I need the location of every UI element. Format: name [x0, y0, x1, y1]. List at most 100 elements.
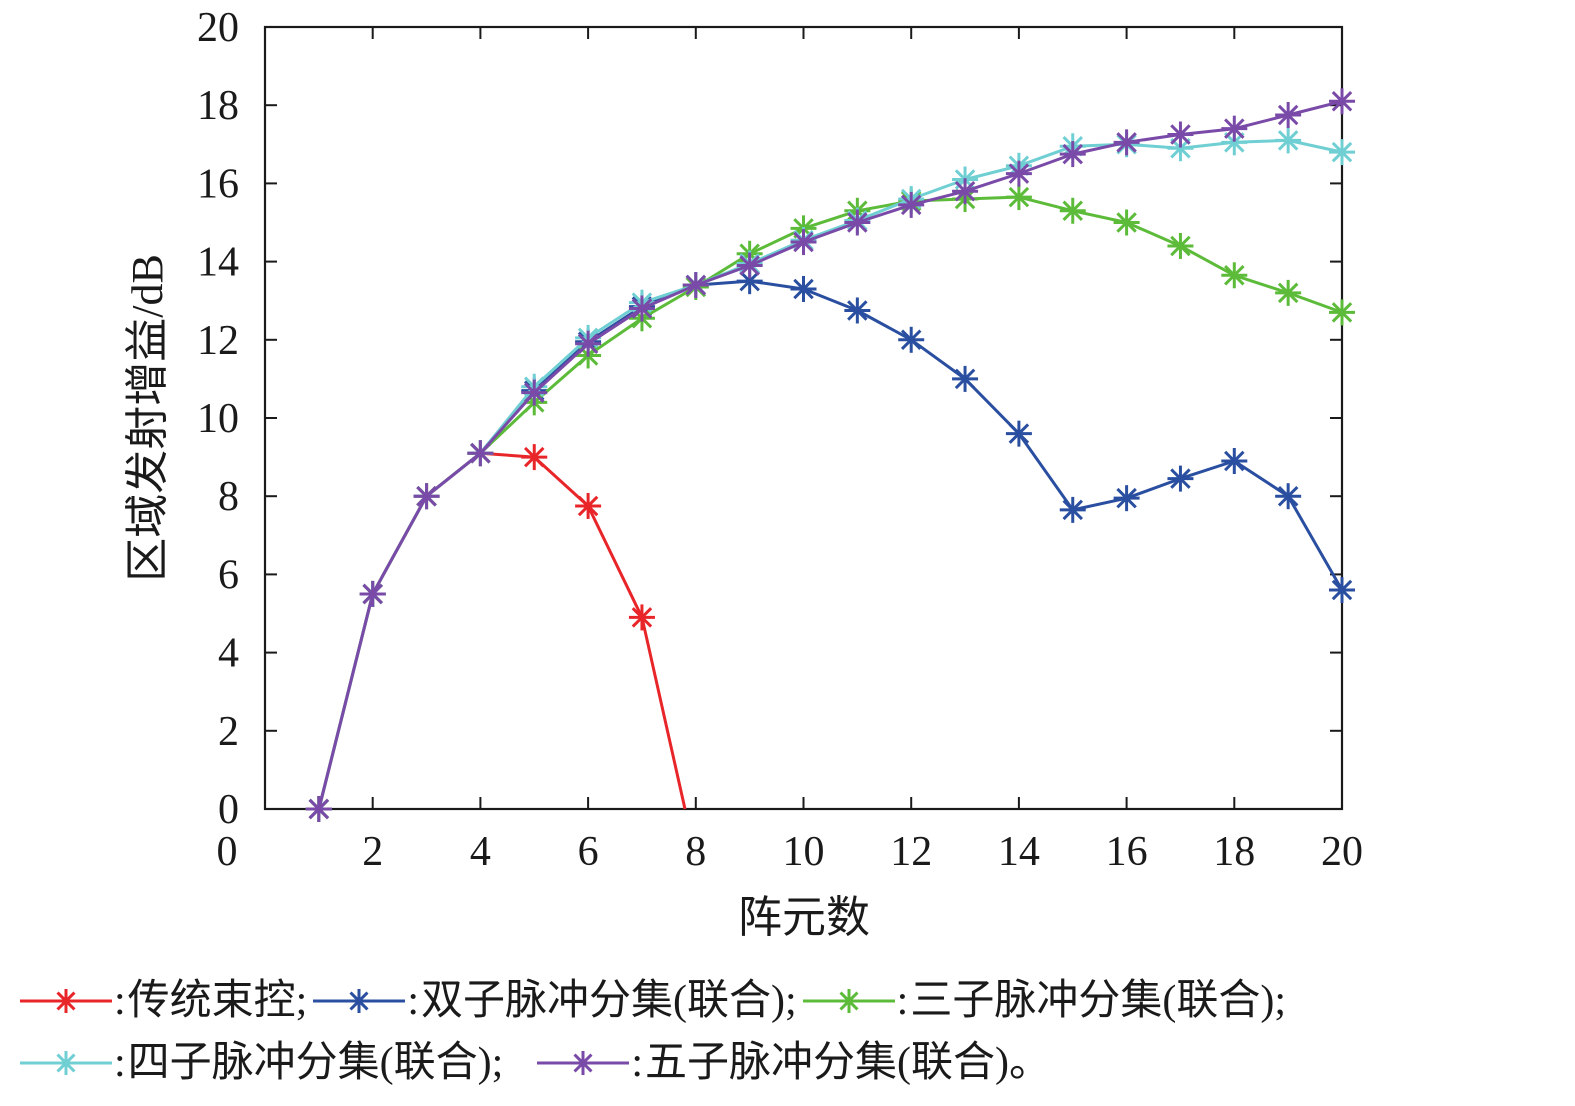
data-point-marker: [628, 295, 655, 322]
legend-row-2: : 四子脉冲分集(联合);: 五子脉冲分集(联合)。: [18, 1032, 1558, 1094]
legend-swatch: [20, 1051, 112, 1075]
legend-label: 五子脉冲分集(联合)。: [645, 1040, 1051, 1086]
legend-separator: :: [631, 1040, 643, 1086]
data-point-marker: [1275, 279, 1302, 306]
x-tick-label: 18: [1213, 829, 1255, 875]
legend-swatch: [537, 1051, 630, 1075]
legend-label: 三子脉冲分集(联合);: [910, 978, 1286, 1024]
data-point-marker: [1275, 101, 1302, 128]
data-point-marker: [1059, 141, 1086, 168]
data-point-marker: [1329, 577, 1355, 604]
series-line: [317, 451, 687, 810]
x-tick-label: 8: [685, 829, 706, 875]
series-5: [305, 88, 1355, 822]
data-point-marker: [790, 229, 817, 256]
data-point-marker: [1113, 129, 1140, 156]
data-point-marker: [575, 492, 602, 519]
data-point-marker: [1005, 420, 1032, 447]
series-line: [317, 99, 1343, 810]
data-point-marker: [952, 178, 979, 205]
series-2: [305, 268, 1355, 822]
data-point-marker: [1329, 88, 1355, 115]
series-layer: [305, 88, 1355, 822]
legend-separator: :: [114, 1040, 126, 1086]
legend: : 传统束控;: 双子脉冲分集(联合);: 三子脉冲分集(联合); : 四子脉冲…: [18, 970, 1558, 1094]
legend-label: 传统束控;: [127, 978, 308, 1024]
legend-item: : 双子脉冲分集(联合);: [311, 971, 797, 1031]
y-tick-label: 2: [218, 709, 239, 755]
legend-separator: :: [896, 978, 909, 1024]
legend-label: 四子脉冲分集(联合);: [127, 1040, 504, 1086]
data-point-marker: [844, 297, 871, 324]
data-point-marker: [575, 330, 602, 357]
data-point-marker: [305, 796, 332, 822]
data-point-marker: [1221, 262, 1248, 289]
x-tick-label: 12: [890, 829, 932, 875]
data-point-marker: [467, 440, 494, 467]
legend-item: : 四子脉冲分集(联合);: [18, 1033, 503, 1093]
x-tick-label: 14: [998, 829, 1040, 875]
data-point-marker: [1221, 448, 1248, 475]
y-tick-label: 12: [197, 318, 239, 364]
data-point-marker: [1113, 209, 1140, 236]
data-point-marker: [413, 483, 440, 510]
legend-swatch: [20, 989, 112, 1013]
data-point-marker: [1329, 139, 1355, 166]
data-point-marker: [359, 580, 386, 607]
legend-marker: [347, 989, 372, 1013]
legend-marker: [54, 1051, 78, 1075]
legend-swatch: [313, 989, 406, 1013]
series-3: [305, 184, 1355, 822]
x-axis-ticks: 0 2 4 6 8 10 12 14 16 18 20: [217, 27, 1363, 875]
data-point-marker: [1275, 127, 1302, 154]
legend-item: : 传统束控;: [18, 971, 307, 1031]
data-point-marker: [898, 191, 925, 218]
x-tick-label: 10: [783, 829, 825, 875]
y-tick-label: 10: [197, 396, 239, 442]
data-point-marker: [1113, 485, 1140, 512]
y-axis-label: 区域发射增益/dB: [123, 254, 172, 582]
data-point-marker: [1221, 115, 1248, 142]
legend-marker: [836, 989, 861, 1013]
data-point-marker: [790, 275, 817, 302]
data-point-marker: [736, 252, 763, 279]
data-point-marker: [1059, 197, 1086, 224]
y-tick-label: 4: [218, 631, 239, 677]
y-tick-label: 20: [197, 5, 239, 51]
legend-separator: :: [407, 978, 420, 1024]
data-point-marker: [1275, 483, 1302, 510]
y-tick-label: 14: [197, 240, 239, 286]
data-point-marker: [844, 209, 871, 236]
y-tick-label: 8: [218, 474, 239, 520]
data-point-marker: [898, 326, 925, 353]
data-point-marker: [1059, 496, 1086, 523]
data-point-marker: [952, 365, 979, 392]
legend-item: : 三子脉冲分集(联合);: [801, 971, 1286, 1031]
data-point-marker: [1329, 299, 1355, 326]
legend-separator: :: [114, 978, 126, 1024]
data-point-marker: [682, 272, 709, 299]
data-point-marker: [1167, 465, 1194, 492]
data-point-marker: [1167, 121, 1194, 148]
legend-swatch: [802, 989, 895, 1013]
x-tick-label: 20: [1321, 829, 1363, 875]
x-tick-label: 0: [217, 829, 238, 875]
series-line: [317, 279, 1344, 810]
y-tick-label: 16: [197, 161, 239, 207]
data-point-marker: [521, 379, 548, 406]
legend-marker: [54, 989, 78, 1013]
data-point-marker: [1005, 184, 1032, 211]
data-point-marker: [1167, 232, 1194, 259]
legend-item: : 五子脉冲分集(联合)。: [535, 1033, 1051, 1093]
y-axis-ticks: 0 2 4 6 8 10 12 14 16 18 20: [197, 5, 1342, 833]
legend-row-1: : 传统束控;: 双子脉冲分集(联合);: 三子脉冲分集(联合);: [18, 970, 1558, 1032]
x-tick-label: 16: [1106, 829, 1148, 875]
series-line: [317, 195, 1343, 810]
y-tick-label: 0: [218, 787, 239, 833]
legend-label: 双子脉冲分集(联合);: [421, 978, 797, 1024]
data-point-marker: [628, 604, 655, 631]
x-axis-label: 阵元数: [738, 893, 870, 942]
y-tick-label: 18: [197, 83, 239, 129]
x-tick-label: 4: [470, 829, 491, 875]
x-tick-label: 6: [578, 829, 599, 875]
